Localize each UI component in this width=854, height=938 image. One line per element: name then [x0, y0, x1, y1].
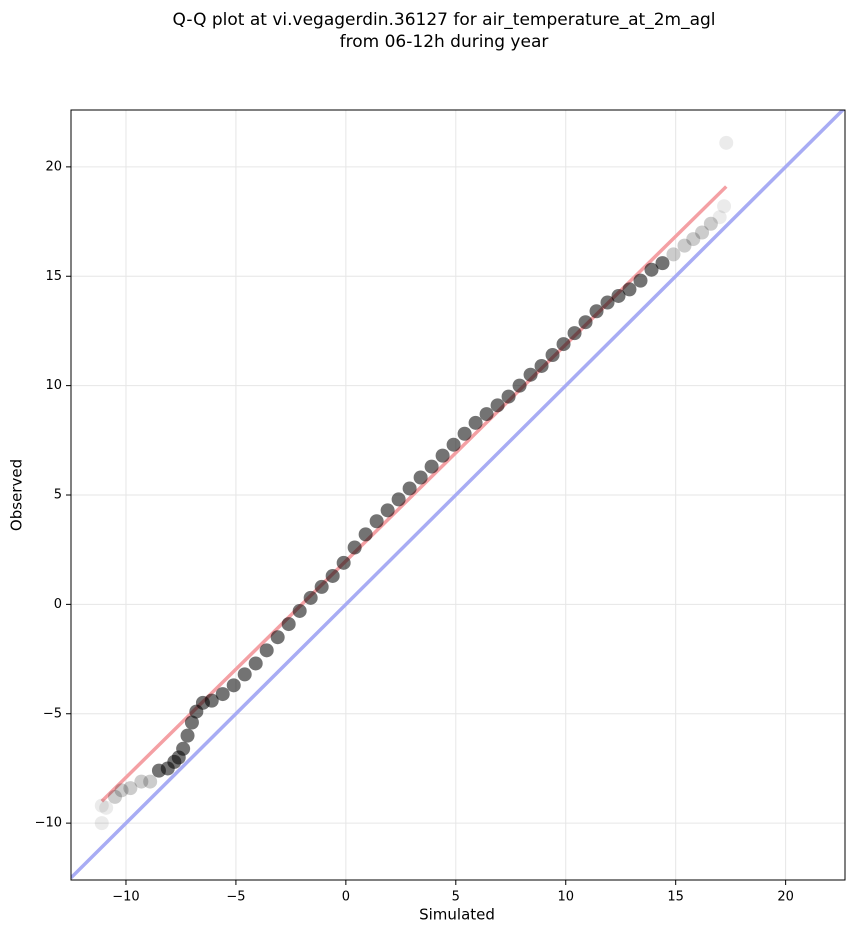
point	[686, 232, 701, 247]
point	[633, 273, 648, 288]
y-tick-label: 5	[54, 488, 62, 503]
point	[703, 216, 718, 231]
y-tick-label: 10	[45, 378, 62, 393]
point	[94, 816, 109, 831]
point	[358, 527, 373, 542]
y-tick-label: −10	[35, 816, 62, 831]
point	[712, 210, 727, 225]
point	[402, 481, 417, 496]
point	[204, 693, 219, 708]
point	[589, 304, 604, 319]
point	[259, 643, 274, 658]
point	[523, 367, 538, 382]
point	[248, 656, 263, 671]
point	[677, 238, 692, 253]
x-tick-label: 0	[342, 890, 350, 905]
x-tick-label: 10	[557, 890, 574, 905]
point	[600, 295, 615, 310]
point	[719, 135, 734, 150]
plot-frame	[70, 109, 846, 881]
point	[501, 389, 516, 404]
point	[556, 337, 571, 352]
chart-subtitle: from 06-12h during year	[340, 32, 549, 52]
point	[666, 247, 681, 262]
point	[717, 199, 732, 214]
point	[578, 315, 593, 330]
chart-title: Q-Q plot at vi.vegagerdin.36127 for air_…	[172, 10, 715, 30]
point	[134, 774, 149, 789]
point	[281, 617, 296, 632]
y-tick-label: 0	[54, 597, 62, 612]
point	[424, 459, 439, 474]
point	[215, 687, 230, 702]
point	[545, 348, 560, 362]
point	[123, 781, 138, 796]
x-tick-label: 20	[777, 890, 794, 905]
point	[237, 667, 252, 682]
point	[176, 741, 191, 756]
point	[292, 603, 307, 618]
point	[314, 579, 329, 594]
point	[303, 590, 318, 605]
point	[325, 568, 340, 583]
point	[143, 774, 158, 789]
point	[457, 426, 472, 441]
y-tick-label: 20	[45, 159, 62, 174]
point	[622, 282, 637, 297]
point	[567, 326, 582, 341]
point	[413, 470, 428, 485]
y-tick-label: −5	[43, 706, 62, 721]
point	[336, 555, 351, 570]
y-axis-label: Observed	[8, 459, 26, 531]
point	[479, 407, 494, 422]
point	[114, 783, 129, 798]
point	[490, 398, 505, 413]
point	[380, 503, 395, 518]
x-tick-label: 5	[452, 890, 460, 905]
point	[468, 415, 483, 430]
y-tick-label: 15	[45, 269, 62, 284]
point	[99, 800, 114, 815]
x-axis-label: Simulated	[419, 906, 495, 924]
point	[655, 256, 670, 271]
point	[534, 358, 549, 373]
point	[226, 678, 241, 693]
point	[107, 789, 122, 804]
point	[180, 728, 195, 743]
point	[611, 288, 626, 303]
point	[270, 630, 285, 645]
x-tick-label: −5	[226, 890, 245, 905]
plot-area	[71, 110, 845, 880]
point	[446, 437, 461, 452]
point	[369, 514, 384, 529]
identity-line	[71, 110, 845, 880]
point	[184, 715, 199, 730]
point	[644, 262, 659, 277]
point	[435, 448, 450, 463]
point	[347, 540, 362, 555]
point	[512, 378, 527, 393]
x-tick-label: 15	[667, 890, 684, 905]
point	[695, 225, 710, 240]
point	[94, 798, 109, 813]
x-tick-label: −10	[112, 890, 139, 905]
point	[391, 492, 406, 507]
